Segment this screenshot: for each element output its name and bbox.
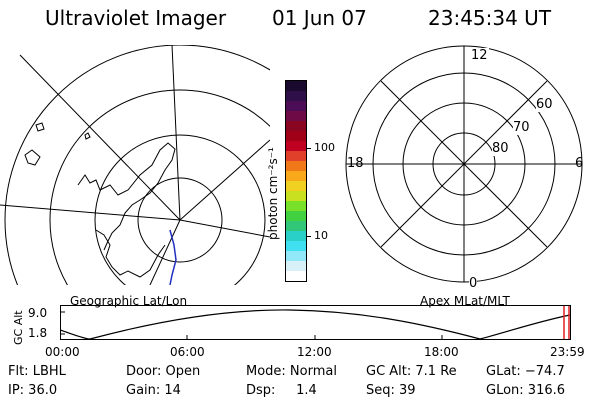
- island-coast: [24, 149, 41, 166]
- xtick-1200: 12:00: [297, 345, 332, 359]
- meridian-line: [179, 139, 270, 221]
- xtick-2359: 23:59: [550, 345, 585, 359]
- colorbar-segment: [286, 131, 306, 141]
- colorbar-segment: [286, 151, 306, 161]
- mlt-diagonal-line: [380, 80, 548, 248]
- colorbar-tick-mark: [306, 236, 311, 237]
- mlat-label-60: 60: [536, 97, 553, 112]
- status-glat: GLat: −74.7: [486, 364, 565, 379]
- time-label: 23:45:34 UT: [428, 6, 552, 30]
- colorbar-segment: [286, 261, 306, 271]
- colorbar-segment: [286, 211, 306, 221]
- meridian-line: [171, 45, 181, 221]
- colorbar-segment: [286, 271, 306, 281]
- altitude-ytick-max: 9.0: [28, 306, 48, 320]
- colorbar-segment: [286, 161, 306, 171]
- status-gcalt: GC Alt: 7.1 Re: [366, 364, 457, 379]
- status-gain: Gain: 14: [126, 383, 181, 398]
- colorbar-segment: [286, 91, 306, 101]
- apex-polar-plot: [345, 45, 583, 283]
- xtick-1800: 18:00: [424, 345, 459, 359]
- altitude-ylabel: GC Alt: [12, 310, 25, 345]
- altitude-ytick-min: 1.8: [28, 326, 48, 340]
- footprint-track: [169, 229, 177, 285]
- right-panel-caption: Apex MLat/MLT: [420, 294, 510, 308]
- xtick-0600: 06:00: [170, 345, 205, 359]
- colorbar-segment: [286, 181, 306, 191]
- colorbar-segment: [286, 81, 306, 91]
- altitude-curve: [60, 309, 571, 340]
- colorbar-segment: [286, 241, 306, 251]
- status-glon: GLon: 316.6: [486, 383, 566, 398]
- colorbar-segment: [286, 121, 306, 131]
- colorbar-segment: [286, 251, 306, 261]
- meridian-line: [0, 204, 181, 221]
- status-ip: IP: 36.0: [8, 383, 58, 398]
- colorbar-segment: [286, 191, 306, 201]
- lat-circle: [137, 177, 223, 263]
- geographic-map: [0, 45, 270, 285]
- status-door: Door: Open: [126, 364, 201, 379]
- altitude-plot: [60, 305, 571, 340]
- colorbar-segment: [286, 101, 306, 111]
- meridian-line: [179, 219, 270, 238]
- colorbar-segment: [286, 231, 306, 241]
- colorbar-segment: [286, 171, 306, 181]
- colorbar-tick-10: 10: [314, 229, 328, 242]
- colorbar-tick-mark: [306, 148, 311, 149]
- island-coast: [84, 132, 91, 140]
- colorbar-segment: [286, 201, 306, 211]
- island-coast: [35, 122, 45, 132]
- mlat-label-70: 70: [513, 120, 530, 135]
- mlat-label-80: 80: [492, 141, 509, 156]
- lat-circle: [94, 134, 266, 285]
- status-seq: Seq: 39: [366, 383, 416, 398]
- mlt-label-12: 12: [470, 48, 489, 63]
- status-flt: Flt: LBHL: [8, 364, 66, 379]
- left-panel-caption: Geographic Lat/Lon: [70, 294, 188, 308]
- colorbar-segment: [286, 221, 306, 231]
- lat-circle: [4, 45, 270, 285]
- colorbar-segment: [286, 111, 306, 121]
- colorbar-tick-100: 100: [314, 141, 335, 154]
- status-mode: Mode: Normal: [246, 364, 337, 379]
- coastline: [77, 142, 176, 251]
- lat-circle: [49, 89, 270, 285]
- meridian-line: [19, 54, 181, 221]
- mlt-label-18: 18: [347, 156, 364, 171]
- date-label: 01 Jun 07: [272, 6, 367, 30]
- mlt-label-6: 6: [575, 156, 584, 171]
- status-dsp: Dsp: 1.4: [246, 383, 317, 398]
- coastline: [95, 229, 166, 278]
- mlt-label-0: 0: [469, 276, 478, 291]
- instrument-title: Ultraviolet Imager: [45, 6, 227, 30]
- xtick-0000: 00:00: [45, 345, 80, 359]
- colorbar: [285, 80, 307, 282]
- colorbar-segment: [286, 141, 306, 151]
- colorbar-unit-label: photon cm⁻²s⁻¹: [266, 147, 280, 240]
- meridian-line: [149, 219, 181, 285]
